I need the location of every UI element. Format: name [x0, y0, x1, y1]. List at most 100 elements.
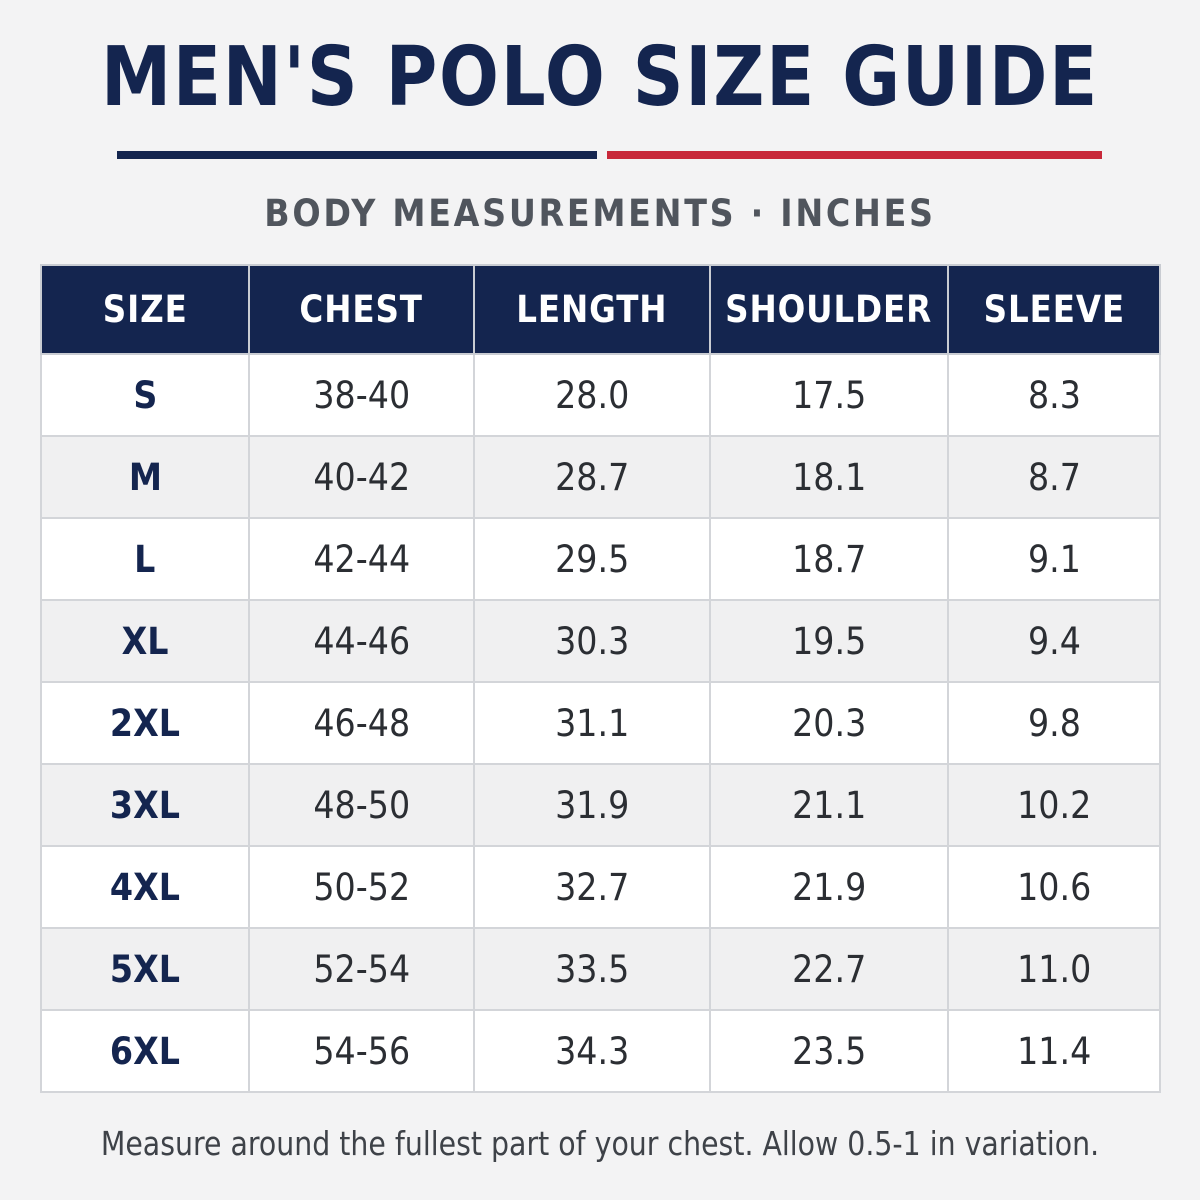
shoulder-value: 20.3 [791, 701, 867, 745]
sleeve-value: 9.4 [1027, 619, 1081, 663]
size-cell: XL [40, 599, 250, 683]
shoulder-value: 17.5 [791, 373, 867, 417]
sleeve-cell: 8.3 [947, 353, 1161, 437]
chest-cell: 48-50 [248, 763, 475, 847]
header-sleeve: SLEEVE [947, 264, 1161, 355]
shoulder-value: 22.7 [791, 947, 867, 991]
table-body: S 38-40 28.0 17.5 8.3 M 40-42 28.7 18.1 8.7 L 42-44… [40, 353, 1161, 1093]
table-row: S 38-40 28.0 17.5 8.3 [40, 353, 1161, 437]
length-cell: 28.7 [473, 435, 711, 519]
length-cell: 31.9 [473, 763, 711, 847]
table-row: 5XL 52-54 33.5 22.7 11.0 [40, 927, 1161, 1011]
sleeve-value: 8.7 [1027, 455, 1081, 499]
table-row: XL 44-46 30.3 19.5 9.4 [40, 599, 1161, 683]
page-subtitle: BODY MEASUREMENTS · INCHES [264, 192, 936, 235]
header-shoulder-label: SHOULDER [725, 288, 933, 331]
table-row: 4XL 50-52 32.7 21.9 10.6 [40, 845, 1161, 929]
chest-value: 50-52 [313, 865, 410, 909]
size-value: 2XL [109, 701, 181, 745]
shoulder-value: 21.1 [791, 783, 867, 827]
shoulder-cell: 22.7 [709, 927, 949, 1011]
size-cell: 3XL [40, 763, 250, 847]
size-value: L [134, 537, 156, 581]
size-cell: L [40, 517, 250, 601]
size-value: 5XL [109, 947, 181, 991]
header-sleeve-label: SLEEVE [983, 288, 1125, 331]
sleeve-value: 9.1 [1027, 537, 1081, 581]
length-value: 31.1 [554, 701, 630, 745]
shoulder-value: 18.7 [791, 537, 867, 581]
length-cell: 28.0 [473, 353, 711, 437]
length-cell: 31.1 [473, 681, 711, 765]
header-size: SIZE [40, 264, 250, 355]
sleeve-cell: 11.4 [947, 1009, 1161, 1093]
sleeve-value: 11.0 [1016, 947, 1092, 991]
chest-value: 48-50 [313, 783, 410, 827]
chest-cell: 40-42 [248, 435, 475, 519]
shoulder-cell: 23.5 [709, 1009, 949, 1093]
sleeve-cell: 9.8 [947, 681, 1161, 765]
length-value: 34.3 [554, 1029, 630, 1073]
length-cell: 30.3 [473, 599, 711, 683]
header-length: LENGTH [473, 264, 711, 355]
length-value: 30.3 [554, 619, 630, 663]
shoulder-cell: 21.9 [709, 845, 949, 929]
chest-value: 54-56 [313, 1029, 410, 1073]
length-value: 29.5 [554, 537, 630, 581]
chest-cell: 46-48 [248, 681, 475, 765]
table-row: 6XL 54-56 34.3 23.5 11.4 [40, 1009, 1161, 1093]
table-row: M 40-42 28.7 18.1 8.7 [40, 435, 1161, 519]
size-cell: M [40, 435, 250, 519]
sleeve-cell: 10.6 [947, 845, 1161, 929]
sleeve-cell: 9.4 [947, 599, 1161, 683]
length-value: 32.7 [554, 865, 630, 909]
shoulder-cell: 21.1 [709, 763, 949, 847]
size-value: M [128, 455, 162, 499]
sleeve-value: 9.8 [1027, 701, 1081, 745]
length-cell: 29.5 [473, 517, 711, 601]
sleeve-value: 10.6 [1016, 865, 1092, 909]
size-cell: 2XL [40, 681, 250, 765]
shoulder-cell: 17.5 [709, 353, 949, 437]
length-value: 33.5 [554, 947, 630, 991]
size-table: SIZE CHEST LENGTH SHOULDER SLEEVE S 38-40… [40, 264, 1161, 1093]
length-cell: 33.5 [473, 927, 711, 1011]
chest-cell: 54-56 [248, 1009, 475, 1093]
chest-value: 44-46 [313, 619, 410, 663]
sleeve-cell: 8.7 [947, 435, 1161, 519]
table-row: 3XL 48-50 31.9 21.1 10.2 [40, 763, 1161, 847]
length-value: 31.9 [554, 783, 630, 827]
sleeve-cell: 11.0 [947, 927, 1161, 1011]
title-underline-red [607, 151, 1102, 159]
size-value: XL [121, 619, 169, 663]
chest-value: 38-40 [313, 373, 410, 417]
table-row: 2XL 46-48 31.1 20.3 9.8 [40, 681, 1161, 765]
chest-cell: 42-44 [248, 517, 475, 601]
shoulder-cell: 18.1 [709, 435, 949, 519]
header-shoulder: SHOULDER [709, 264, 949, 355]
chest-value: 52-54 [313, 947, 410, 991]
header-row: SIZE CHEST LENGTH SHOULDER SLEEVE [40, 264, 1161, 355]
size-cell: S [40, 353, 250, 437]
size-cell: 4XL [40, 845, 250, 929]
size-value: 3XL [109, 783, 181, 827]
shoulder-value: 18.1 [791, 455, 867, 499]
chest-value: 42-44 [313, 537, 410, 581]
shoulder-value: 19.5 [791, 619, 867, 663]
length-value: 28.7 [554, 455, 630, 499]
sleeve-cell: 10.2 [947, 763, 1161, 847]
shoulder-value: 21.9 [791, 865, 867, 909]
length-cell: 34.3 [473, 1009, 711, 1093]
chest-cell: 50-52 [248, 845, 475, 929]
length-value: 28.0 [554, 373, 630, 417]
shoulder-cell: 20.3 [709, 681, 949, 765]
size-value: 4XL [109, 865, 181, 909]
chest-cell: 52-54 [248, 927, 475, 1011]
sleeve-value: 10.2 [1016, 783, 1092, 827]
chest-cell: 38-40 [248, 353, 475, 437]
title-underline-navy [117, 151, 597, 159]
size-value: S [133, 373, 157, 417]
header-chest: CHEST [248, 264, 475, 355]
chest-cell: 44-46 [248, 599, 475, 683]
size-value: 6XL [109, 1029, 181, 1073]
